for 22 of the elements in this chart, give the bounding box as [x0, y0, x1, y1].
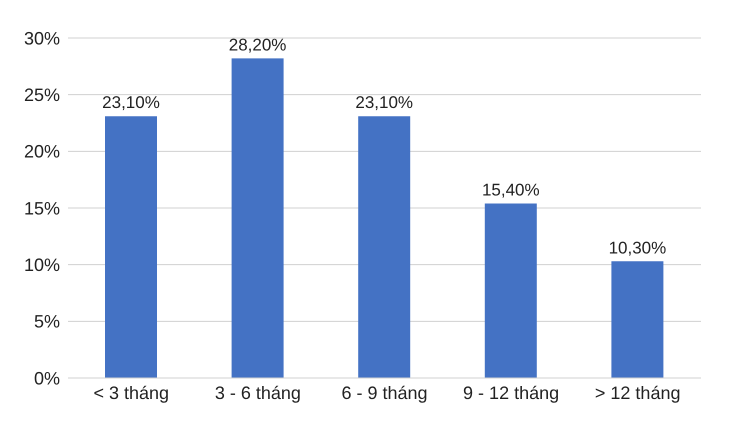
- y-tick-label: 15%: [24, 198, 60, 218]
- y-tick-label: 5%: [34, 312, 60, 332]
- bar: [611, 261, 664, 378]
- y-tick-label: 20%: [24, 142, 60, 162]
- data-label: 23,10%: [355, 93, 414, 112]
- bar: [484, 203, 537, 378]
- bar: [105, 116, 157, 378]
- y-tick-label: 30%: [24, 28, 60, 48]
- x-tick-label: 3 - 6 tháng: [214, 382, 301, 403]
- x-tick-label: < 3 tháng: [94, 382, 170, 403]
- data-label: 10,30%: [608, 238, 666, 258]
- x-tick-label: 6 - 9 tháng: [341, 382, 428, 403]
- y-tick-label: 0%: [34, 368, 60, 388]
- data-label: 23,10%: [102, 93, 160, 112]
- data-label: 15,40%: [482, 180, 540, 200]
- data-label: 28,20%: [228, 35, 286, 54]
- bar: [358, 116, 410, 378]
- x-tick-label: > 12 tháng: [594, 382, 680, 403]
- y-tick-label: 10%: [24, 255, 60, 276]
- bar: [232, 58, 284, 378]
- y-tick-label: 25%: [24, 85, 60, 106]
- x-tick-label: 9 - 12 tháng: [463, 382, 560, 403]
